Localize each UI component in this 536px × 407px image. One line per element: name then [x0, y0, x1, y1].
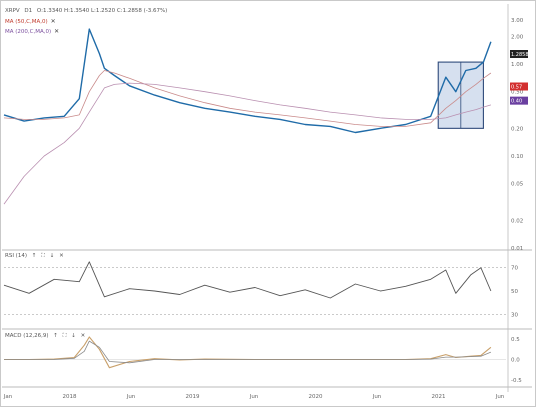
macd-tick-label: 0.5 — [511, 337, 520, 343]
macd-series-group — [4, 336, 506, 369]
price-badge-label: 0.40 — [511, 99, 522, 105]
price-tick-label: 0.50 — [511, 90, 524, 96]
expand-icon[interactable]: ⛶ — [62, 333, 67, 339]
rsi-tick-label: 70 — [511, 266, 518, 272]
close-icon[interactable]: ✕ — [59, 253, 64, 259]
price-badge — [510, 50, 528, 59]
price-tick-label: 2.00 — [511, 34, 524, 40]
ma200-legend[interactable]: MA (200,C,MA,0) ✕ — [5, 28, 62, 36]
rsi-tick-label: 30 — [511, 312, 518, 318]
x-tick-label: Jun — [495, 394, 505, 400]
ma200-line — [3, 82, 492, 205]
close-icon[interactable]: ✕ — [80, 333, 86, 339]
highlight-box — [437, 61, 484, 129]
x-tick-label: Jun — [372, 394, 382, 400]
price-tick-label: 1.00 — [511, 62, 524, 68]
x-tick-label: Jun — [126, 394, 136, 400]
macd-tick-label: -0.5 — [511, 378, 522, 384]
price-line — [3, 28, 492, 134]
x-tick-label: Jan — [3, 394, 13, 400]
x-tick-label: 2020 — [309, 394, 323, 400]
macd-line — [4, 336, 492, 369]
rsi-legend: RSI (14) ↑ ⛶ ↓ ✕ — [5, 253, 67, 260]
macd-tick-label: 0.0 — [511, 358, 520, 364]
price-series-group — [3, 28, 492, 205]
x-tick-label: 2018 — [63, 394, 77, 400]
macd-legend: MACD (12,26,9) ↑ ⛶ ↓ ✕ — [5, 333, 88, 340]
close-icon[interactable]: ✕ — [50, 18, 56, 25]
arrow-up-icon[interactable]: ↑ — [53, 333, 58, 339]
price-badge-label: 1.2858 — [511, 52, 529, 58]
price-tick-label: 0.02 — [511, 218, 523, 224]
ma50-legend[interactable]: MA (50,C,MA,0) ✕ — [5, 18, 59, 26]
price-tick-label: 0.20 — [511, 126, 524, 132]
price-tick-label: 3.00 — [511, 18, 524, 24]
rsi-series-group — [3, 261, 506, 315]
ohlc-label: O:1.3340 H:1.3540 L:1.2520 C:1.2858 (-3.… — [36, 8, 168, 14]
rsi-tick-label: 50 — [511, 289, 518, 295]
signal-line — [4, 340, 492, 364]
arrow-up-icon[interactable]: ↑ — [31, 253, 37, 259]
price-tick-label: 0.10 — [511, 154, 524, 160]
ma200-label: MA (200,C,MA,0) — [5, 29, 52, 35]
price-tick-label: 0.01 — [511, 246, 523, 252]
close-icon[interactable]: ✕ — [54, 28, 60, 35]
price-badge-label: 0.57 — [511, 84, 522, 90]
symbol-label: XRPV — [5, 8, 20, 14]
x-tick-label: 2021 — [432, 394, 446, 400]
panel-dividers — [2, 4, 532, 392]
rsi-line — [3, 261, 492, 299]
price-tick-label: 0.05 — [511, 182, 524, 188]
x-tick-label: Jun — [249, 394, 259, 400]
rsi-label: RSI (14) — [5, 253, 27, 259]
ma50-label: MA (50,C,MA,0) — [5, 19, 48, 25]
arrow-down-icon[interactable]: ↓ — [71, 333, 76, 339]
ma50-line — [3, 70, 492, 127]
price-badge — [510, 82, 528, 91]
x-tick-label: 2019 — [186, 394, 200, 400]
axes-group: 3.00 2.00 1.00 0.50 0.20 0.10 0.05 0.02 0.01 1.28… — [3, 18, 529, 400]
price-badge — [510, 96, 528, 105]
chart-header: XRPV D1 O:1.3340 H:1.3540 L:1.2520 C:1.2… — [5, 8, 170, 15]
arrow-down-icon[interactable]: ↓ — [49, 253, 55, 259]
expand-icon[interactable]: ⛶ — [41, 253, 45, 259]
macd-label: MACD (12,26,9) — [5, 333, 49, 339]
interval-label: D1 — [24, 8, 33, 14]
